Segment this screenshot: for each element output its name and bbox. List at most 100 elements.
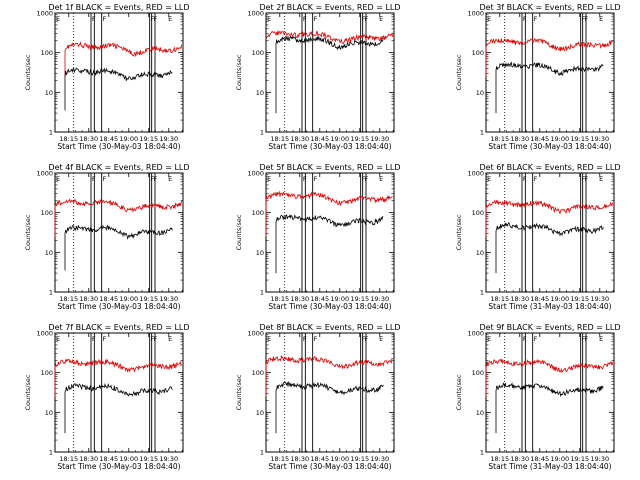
lld-series-line — [265, 30, 394, 45]
lld-series-line — [54, 198, 183, 237]
detector-panel: Det 3f BLACK = Events, RED = LLD 1 10 100 10… — [455, 3, 621, 151]
detector-panel: Det 5f BLACK = Events, RED = LLD 1 10 100 10… — [235, 163, 401, 311]
event-marker-label: E — [599, 15, 603, 23]
x-tick-label: 18:30 — [79, 295, 98, 303]
y-axis-label: Counts/sec — [455, 374, 463, 410]
y-tick-label: 10 — [256, 89, 264, 97]
event-marker-label: F — [523, 15, 527, 23]
x-axis-label: Start Time (30-May-03 18:04:40) — [57, 302, 180, 311]
x-tick-label: 18:45 — [310, 295, 329, 303]
event-marker-label: F — [523, 175, 527, 183]
x-tick-label: 19:00 — [330, 135, 349, 143]
event-marker-label: F — [362, 15, 366, 23]
detector-panel: Det 2f BLACK = Events, RED = LLD 1 10 100 10… — [235, 3, 401, 151]
lld-series-line — [265, 190, 393, 237]
y-tick-label: 1000 — [467, 10, 484, 18]
y-tick-label: 1000 — [467, 330, 484, 338]
lld-series-line — [485, 358, 614, 397]
event-marker-label: E — [168, 335, 172, 343]
y-tick-label: 100 — [252, 209, 264, 217]
lld-series-line — [485, 199, 614, 237]
x-tick-label: 18:15 — [59, 455, 78, 463]
event-marker-label: E — [56, 15, 60, 23]
y-tick-label: 10 — [256, 249, 264, 257]
y-axis-label: Counts/sec — [455, 214, 463, 250]
x-tick-label: 19:00 — [330, 295, 349, 303]
event-marker-label: E — [487, 335, 491, 343]
y-tick-label: 1000 — [36, 10, 53, 18]
x-tick-label: 19:15 — [139, 295, 158, 303]
event-marker-label: F — [151, 15, 155, 23]
event-marker-label: E — [56, 175, 60, 183]
x-tick-label: 19:15 — [570, 455, 589, 463]
y-tick-label: 100 — [252, 369, 264, 377]
x-tick-label: 19:30 — [370, 135, 389, 143]
x-tick-label: 18:45 — [530, 135, 549, 143]
y-tick-label: 1000 — [36, 170, 53, 178]
x-tick-label: 18:30 — [290, 135, 309, 143]
y-axis-label: Counts/sec — [24, 214, 32, 250]
panel-title: Det 1f BLACK = Events, RED = LLD — [48, 3, 189, 12]
event-marker-label: E — [487, 175, 491, 183]
plot-frame — [54, 12, 184, 133]
event-marker-label: F — [582, 175, 586, 183]
panel-title: Det 8f BLACK = Events, RED = LLD — [259, 323, 400, 332]
x-tick-label: 18:15 — [490, 455, 509, 463]
lld-series-line — [54, 358, 183, 397]
event-marker-label: E — [56, 335, 60, 343]
x-tick-label: 19:30 — [159, 135, 178, 143]
y-tick-label: 10 — [476, 249, 484, 257]
y-tick-label: 1000 — [467, 170, 484, 178]
event-marker-label: F — [362, 175, 366, 183]
event-marker-label: F — [582, 335, 586, 343]
event-marker-label: F — [523, 335, 527, 343]
y-tick-label: 1 — [260, 129, 264, 137]
event-marker-label: E — [599, 175, 603, 183]
x-tick-label: 18:30 — [510, 455, 529, 463]
x-tick-label: 18:45 — [530, 455, 549, 463]
events-series-line — [495, 61, 604, 114]
detector-panel: Det 1f BLACK = Events, RED = LLD 1 10 100 10… — [24, 3, 190, 151]
event-marker-label: F — [365, 15, 369, 23]
event-marker-label: F — [314, 335, 318, 343]
x-tick-label: 19:30 — [370, 455, 389, 463]
event-marker-label: F — [314, 175, 318, 183]
y-tick-label: 100 — [41, 369, 53, 377]
y-tick-label: 10 — [45, 89, 53, 97]
event-marker-label: F — [534, 175, 538, 183]
x-axis-label: Start Time (30-May-03 18:04:40) — [488, 142, 611, 151]
events-series-line — [64, 66, 173, 111]
panel-title: Det 4f BLACK = Events, RED = LLD — [48, 163, 189, 172]
panel-title: Det 6f BLACK = Events, RED = LLD — [479, 163, 620, 172]
x-tick-label: 18:45 — [99, 295, 118, 303]
event-marker-label: F — [365, 175, 369, 183]
event-marker-label: F — [534, 335, 538, 343]
x-tick-label: 18:45 — [99, 135, 118, 143]
x-tick-label: 19:00 — [330, 455, 349, 463]
y-tick-label: 1000 — [247, 10, 264, 18]
x-tick-label: 19:15 — [350, 455, 369, 463]
x-tick-label: 19:15 — [139, 135, 158, 143]
y-tick-label: 1 — [480, 449, 484, 457]
event-marker-label: F — [151, 335, 155, 343]
y-tick-label: 1000 — [36, 330, 53, 338]
plot-frame — [265, 12, 395, 133]
event-marker-label: F — [314, 15, 318, 23]
y-axis-label: Counts/sec — [24, 54, 32, 90]
event-marker-label: F — [154, 175, 158, 183]
event-marker-label: F — [303, 335, 307, 343]
x-tick-label: 18:15 — [59, 135, 78, 143]
x-tick-label: 19:00 — [550, 295, 569, 303]
event-marker-label: E — [379, 335, 383, 343]
y-tick-label: 10 — [45, 409, 53, 417]
detector-panel: Det 7f BLACK = Events, RED = LLD 1 10 100 10… — [24, 323, 190, 471]
events-series-line — [64, 382, 173, 434]
x-tick-label: 18:15 — [270, 455, 289, 463]
y-tick-label: 1 — [480, 129, 484, 137]
event-marker-label: F — [585, 335, 589, 343]
events-series-line — [275, 380, 384, 434]
panel-title: Det 9f BLACK = Events, RED = LLD — [479, 323, 620, 332]
x-tick-label: 18:15 — [270, 135, 289, 143]
x-tick-label: 18:45 — [530, 295, 549, 303]
